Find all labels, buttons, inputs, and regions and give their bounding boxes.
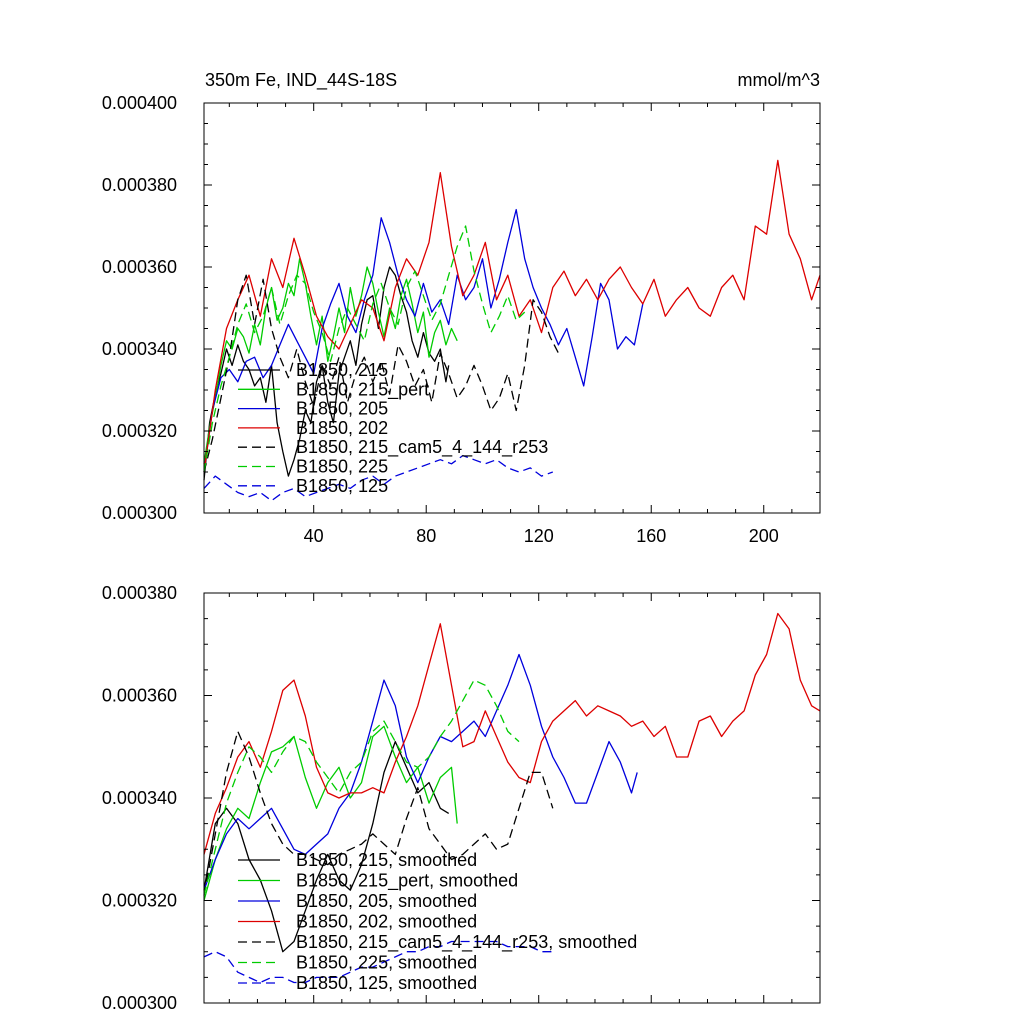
top-chart-title: 350m Fe, IND_44S-18S (205, 70, 397, 91)
bottom-ytick-label: 0.000320 (102, 891, 177, 911)
top-xtick-label: 160 (636, 526, 666, 546)
top-legend-label: B1850, 125 (296, 476, 388, 496)
top-legend-label: B1850, 205 (296, 399, 388, 419)
bottom-legend-label: B1850, 215_pert, smoothed (296, 871, 518, 892)
top-ytick-label: 0.000320 (102, 421, 177, 441)
top-xtick-label: 40 (304, 526, 324, 546)
top-ytick-label: 0.000380 (102, 175, 177, 195)
bottom-legend-label: B1850, 125, smoothed (296, 973, 477, 993)
bottom-series-b1850-205-smoothed (203, 653, 638, 891)
bottom-legend-label: B1850, 225, smoothed (296, 953, 477, 973)
top-ytick-label: 0.000360 (102, 257, 177, 277)
top-xtick-label: 120 (524, 526, 554, 546)
bottom-ytick-label: 0.000380 (102, 583, 177, 603)
top-ticks: 40 80 120 160 200 0.000300 0.000320 0.000340 0.0… (102, 93, 820, 546)
bottom-ticks: 0.000300 0.000320 0.000340 0.000360 0.000380 (102, 583, 820, 1013)
top-xtick-label: 80 (416, 526, 436, 546)
top-series-b1850-202 (203, 159, 821, 473)
top-ytick-label: 0.000300 (102, 503, 177, 523)
top-series-b1850-125 (203, 454, 554, 502)
top-series-b1850-205 (203, 208, 644, 473)
bottom-series-b1850-125-smoothed (203, 940, 553, 984)
bottom-series-b1850-215-pert-smoothed (203, 725, 458, 901)
top-series-b1850-215-pert (203, 258, 458, 464)
top-panel: 350m Fe, IND_44S-18S mmol/m^3 40 80 120 160… (102, 70, 821, 546)
top-xtick-label: 200 (749, 526, 779, 546)
top-series-group (203, 159, 821, 502)
top-legend-label: B1850, 215_cam5_4_144_r253 (296, 437, 548, 458)
top-legend-label: B1850, 225 (296, 457, 388, 477)
top-chart-units: mmol/m^3 (738, 70, 820, 90)
bottom-legend-label: B1850, 202, smoothed (296, 912, 477, 932)
bottom-panel: 0.000300 0.000320 0.000340 0.000360 0.000380… (102, 583, 821, 1013)
top-legend-label: B1850, 215 (296, 360, 388, 380)
bottom-series-b1850-215-cam5-4-144-r253-smoothed (203, 730, 554, 896)
bottom-series-b1850-215-smoothed (203, 740, 450, 953)
bottom-ytick-label: 0.000300 (102, 993, 177, 1013)
bottom-legend-label: B1850, 205, smoothed (296, 891, 477, 911)
top-legend-label: B1850, 215_pert (296, 379, 429, 400)
top-series-b1850-225 (203, 225, 526, 473)
bottom-series-b1850-202-smoothed (203, 612, 821, 855)
top-series-b1850-215-cam5-4-144-r253 (203, 274, 559, 473)
bottom-series-group (203, 612, 821, 984)
top-legend-label: B1850, 202 (296, 418, 388, 438)
bottom-legend-label: B1850, 215_cam5_4_144_r253, smoothed (296, 932, 637, 953)
bottom-legend-label: B1850, 215, smoothed (296, 850, 477, 870)
bottom-ytick-label: 0.000360 (102, 686, 177, 706)
bottom-ytick-label: 0.000340 (102, 788, 177, 808)
bottom-series-b1850-225-smoothed (203, 679, 520, 896)
top-ytick-label: 0.000340 (102, 339, 177, 359)
top-ytick-label: 0.000400 (102, 93, 177, 113)
